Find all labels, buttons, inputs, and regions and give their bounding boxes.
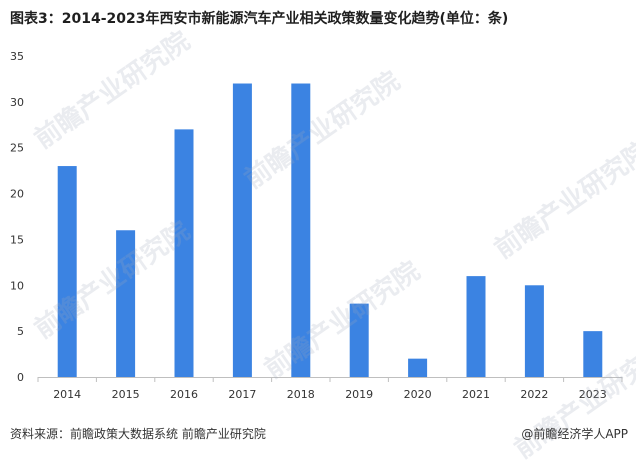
y-tick-label: 10 [10,279,24,292]
y-tick-label: 35 [10,50,24,63]
x-tick-label: 2019 [345,388,373,401]
x-tick-label: 2018 [287,388,315,401]
bar-2019 [349,303,369,377]
y-tick-label: 15 [10,233,24,246]
y-tick-label: 30 [10,96,24,109]
chart-title: 图表3：2014-2023年西安市新能源汽车产业相关政策数量变化趋势(单位：条) [10,11,509,27]
bar-2022 [524,285,544,377]
x-tick-label: 2020 [404,388,432,401]
x-tick-label: 2021 [462,388,490,401]
x-tick-label: 2022 [520,388,548,401]
bar-2023 [583,331,603,377]
y-tick-label: 20 [10,188,24,201]
y-tick-label: 25 [10,142,24,155]
y-tick-label: 0 [17,371,24,384]
bar-2020 [408,358,428,377]
source-note: 资料来源：前瞻政策大数据系统 前瞻产业研究院 [10,427,266,441]
brand-credit: @前瞻经济学人APP [521,427,628,441]
x-tick-label: 2016 [170,388,198,401]
bar-chart: 0 5 10 15 20 25 30 35 2014 2015 2016 2017 2018 2019 2… [10,50,623,401]
x-tick-label: 2023 [579,388,607,401]
bar-2021 [466,276,486,377]
bar-2018 [291,83,311,377]
bar-2016 [174,129,194,377]
y-tick-label: 5 [17,325,24,338]
x-tick-label: 2014 [53,388,81,401]
bar-2015 [116,230,136,377]
bar-2017 [232,83,252,377]
bar-2014 [57,166,77,377]
x-tick-label: 2017 [228,388,256,401]
x-tick-label: 2015 [112,388,140,401]
